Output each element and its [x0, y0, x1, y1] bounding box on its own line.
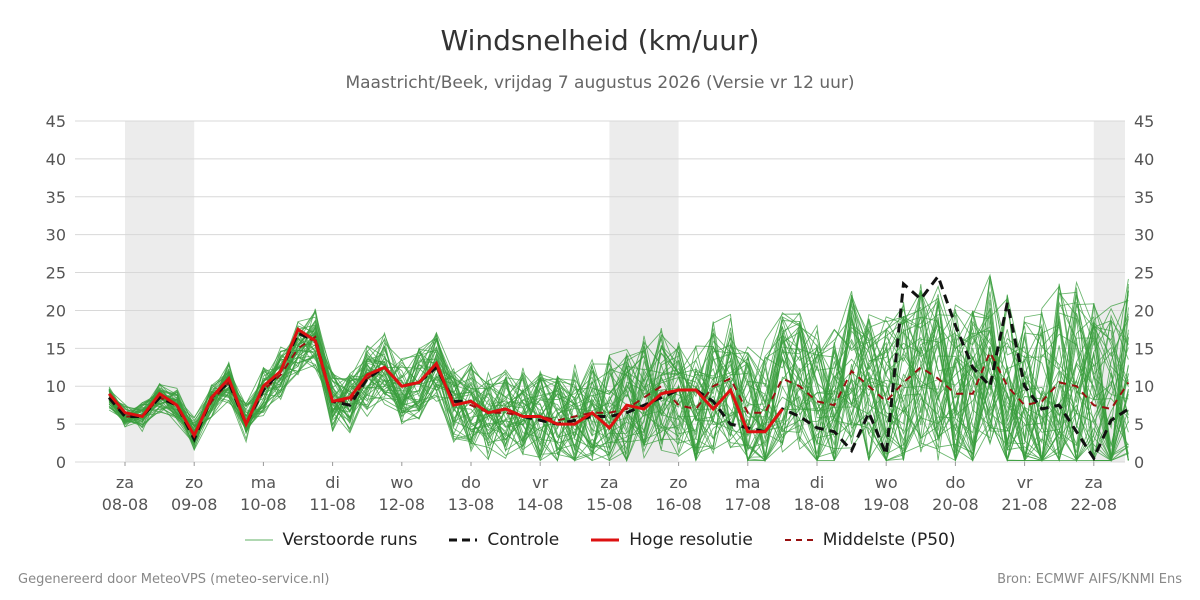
y-tick-label-left: 40 [46, 150, 66, 169]
y-tick-label-right: 40 [1134, 150, 1154, 169]
x-tick-label-day: wo [390, 473, 413, 492]
legend-swatch-control [449, 538, 478, 542]
y-tick-label-right: 0 [1134, 453, 1144, 472]
y-tick-label-left: 20 [46, 301, 66, 320]
y-tick-label-right: 5 [1134, 415, 1144, 434]
x-tick-label-day: do [945, 473, 965, 492]
y-tick-label-left: 15 [46, 339, 66, 358]
y-tick-label-left: 25 [46, 264, 66, 283]
wind-speed-chart: 0 0 5 5 10 10 15 15 20 20 25 25 30 30 35 35 40 40 45 45 za 08… [46, 112, 1155, 514]
x-tick-label-date: 11-08 [309, 495, 356, 514]
legend-item-perturbed-runs: Verstoorde runs [244, 530, 418, 550]
y-tick-label-left: 10 [46, 377, 66, 396]
chart-title: Windsnelheid (km/uur) [440, 24, 760, 57]
y-tick-label-left: 35 [46, 188, 66, 207]
x-tick-label-day: ma [251, 473, 276, 492]
y-tick-label-right: 45 [1134, 112, 1154, 131]
x-tick-label-day: di [325, 473, 340, 492]
x-tick-label-date: 08-08 [102, 495, 149, 514]
perturbed-run-line [108, 311, 1129, 457]
perturbed-run-line [108, 303, 1129, 461]
median-line [108, 335, 1130, 438]
perturbed-run-line [108, 291, 1129, 463]
legend-label: Middelste (P50) [822, 530, 956, 550]
x-tick-label-date: 14-08 [517, 495, 564, 514]
footer-generated-by: Gegenereerd door MeteoVPS (meteo-service… [18, 572, 330, 587]
y-tick-label-right: 30 [1134, 226, 1154, 245]
y-tick-label-right: 35 [1134, 188, 1154, 207]
x-tick-label-day: wo [875, 473, 898, 492]
y-tick-label-left: 30 [46, 226, 66, 245]
legend-item-hires: Hoge resolutie [591, 530, 753, 550]
legend-item-control: Controle [449, 530, 559, 550]
weekend-shading [125, 121, 1125, 462]
hires-line [107, 327, 784, 439]
x-tick-label-date: 17-08 [725, 495, 772, 514]
perturbed-run-line [108, 294, 1129, 462]
main-series [107, 273, 1130, 462]
legend-swatch-hires [591, 538, 620, 542]
x-tick-label-day: za [116, 473, 134, 492]
perturbed-run-line [108, 283, 1129, 463]
perturbed-run-line [108, 315, 1129, 462]
chart-subtitle: Maastricht/Beek, vrijdag 7 augustus 2026… [345, 73, 855, 93]
x-tick-label-day: za [1085, 473, 1103, 492]
y-tick-label-right: 10 [1134, 377, 1154, 396]
perturbed-run-line [108, 291, 1129, 462]
x-tick-label-day: zo [185, 473, 203, 492]
x-tick-label-date: 21-08 [1001, 495, 1048, 514]
x-tick-label-date: 22-08 [1071, 495, 1118, 514]
legend-label: Controle [487, 530, 560, 550]
x-tick-label-day: di [810, 473, 825, 492]
x-tick-label-day: vr [1017, 473, 1033, 492]
perturbed-run-line [108, 279, 1129, 463]
x-tick-label-date: 13-08 [448, 495, 495, 514]
y-tick-label-left: 5 [56, 415, 66, 434]
y-tick-label-right: 15 [1134, 339, 1154, 358]
y-tick-label-left: 0 [56, 453, 66, 472]
x-tick-label-date: 19-08 [863, 495, 910, 514]
x-tick-label-date: 16-08 [655, 495, 702, 514]
x-tick-label-date: 20-08 [932, 495, 979, 514]
x-tick-label-date: 10-08 [240, 495, 287, 514]
footer-source: Bron: ECMWF AIFS/KNMI Ens [997, 572, 1182, 587]
x-tick-label-day: zo [670, 473, 688, 492]
x-tick-label-date: 15-08 [586, 495, 633, 514]
y-tick-label-right: 20 [1134, 301, 1154, 320]
perturbed-run-line [108, 316, 1129, 462]
legend-label: Verstoorde runs [282, 530, 418, 550]
x-tick-label-date: 12-08 [379, 495, 426, 514]
x-tick-label-day: vr [532, 473, 548, 492]
x-tick-label-day: za [600, 473, 618, 492]
x-tick-label-date: 18-08 [794, 495, 841, 514]
perturbed-run-line [108, 285, 1129, 462]
legend-swatch-median [784, 539, 813, 541]
perturbed-run-line [108, 303, 1129, 463]
y-tick-label-left: 45 [46, 112, 66, 131]
axis-labels: 0 0 5 5 10 10 15 15 20 20 25 25 30 30 35 35 40 40 45 45 za 08… [46, 112, 1155, 514]
legend-item-median: Middelste (P50) [784, 530, 956, 550]
legend: Verstoorde runs Controle Hoge resolutie … [0, 530, 1200, 550]
perturbed-runs [108, 273, 1129, 463]
x-tick-label-day: do [461, 473, 481, 492]
legend-label: Hoge resolutie [629, 530, 753, 550]
perturbed-run-line [108, 303, 1129, 462]
x-tick-label-date: 09-08 [171, 495, 218, 514]
x-tick-label-day: ma [735, 473, 760, 492]
perturbed-run-line [108, 313, 1129, 457]
legend-swatch-perturbed-runs [244, 539, 273, 541]
perturbed-run-line [108, 289, 1129, 463]
y-tick-label-right: 25 [1134, 264, 1154, 283]
